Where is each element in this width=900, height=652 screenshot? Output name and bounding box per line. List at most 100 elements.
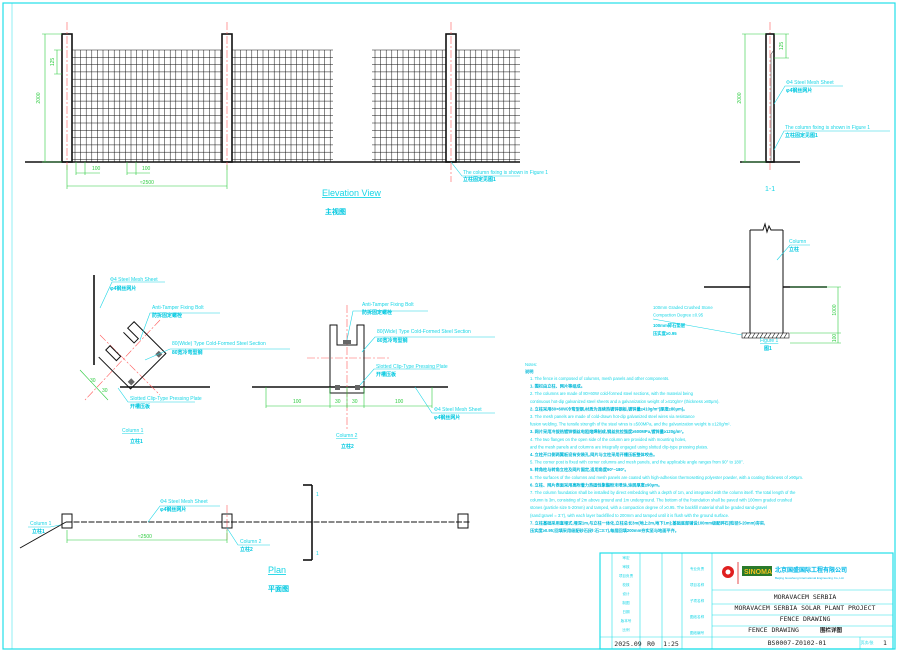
note-line: fusion welding. The tensile strength of … [530,422,731,427]
dim-span: ≈2500 [138,534,152,540]
sheet-label: 页次/张 [860,639,873,645]
dim: 30 [90,378,96,384]
mesh-label: Φ4 Steel Mesh Sheet [110,277,158,283]
mesh-label-cn: φ4钢丝网片 [434,414,460,421]
notes-title-cn: 说明 [525,368,533,375]
fence-post [765,33,775,163]
leader-line [139,312,220,341]
figure-title-cn: 图1 [764,345,772,352]
plate-label: Slotted Clip-Type Pressing Plate [376,364,448,370]
drawing-number: BS0007-Z0102-01 [768,639,827,647]
view-title: Elevation View [322,188,381,198]
fixing-label-cn: 立柱固定见图1 [785,132,818,139]
bolt-label: Anti-Tamper Fixing Bolt [362,302,414,308]
note-line: stones (particle size 5-20mm) and tamped… [530,505,767,510]
bolt [343,340,351,344]
base-label: 100mm Graded Crushed Stone [653,305,713,310]
drawing-name-cn: 围栏详图 [820,626,843,634]
dimension-line [75,162,150,175]
base-label-cn: 100mm碎石垫层 [653,322,686,329]
fixing-label: The column fixing is shown in Figure 1 [785,125,870,131]
dimension-line [54,49,62,75]
fixing-label: The column fixing is shown in Figure 1 [463,170,548,176]
client-name: MORAVACEM SERBIA [774,593,837,601]
title-block-label: 校核 [622,582,630,587]
scale: 1:25 [663,640,679,648]
steel-section [329,324,365,394]
plate-label-cn: 开槽压板 [376,371,397,378]
revision: R0 [647,640,655,648]
column [457,513,469,529]
view-title-cn: 主视图 [325,207,346,216]
title-block-label: 日期 [622,609,630,614]
note-line: 2. 立柱采用80×60W冷弯型钢,材质为连续热镀锌钢板,镀锌量≥410g/m²… [530,405,687,412]
corner-column [61,513,73,529]
leader-line [359,368,440,386]
note-line: continuous hot-dip galvanized steel shee… [530,399,720,404]
mesh-label: Φ4 Steel Mesh Sheet [160,499,208,505]
dimension-line [774,33,789,59]
note-line: 4. The two flanges on the open side of t… [530,437,686,442]
note-line: 3. 网片采用冷拔热镀锌钢丝电阻熔焊制成,钢丝抗拉强度≥500MPa,镀锌量≥1… [530,428,686,435]
mesh-line [19,521,67,549]
dim: 100 [293,399,302,405]
mesh-label: Φ4 Steel Mesh Sheet [434,407,482,413]
note-line: column is 3m, consisting of 2m above gro… [530,498,793,503]
dim: 100 [395,399,404,405]
section-label: 80(Wide) Type Cold-Formed Steel Section [172,341,266,347]
mesh-panels [72,49,520,162]
plate-label: Slotted Clip-Type Pressing Plate [130,396,202,402]
dim: 30 [335,399,341,405]
mesh-panel [372,49,446,162]
plate [335,385,340,390]
title-block-label: 设计 [622,591,630,596]
view-title: Plan [268,565,286,575]
mesh-panel [72,49,222,162]
leader-line [144,348,290,361]
title-block-label: 审核 [622,564,630,569]
title-block-label: 专业负责 [690,566,705,571]
logo-text: SINOMA [744,569,772,576]
leader-line [147,505,220,523]
title-block-label: 审定 [622,555,630,560]
note-line: 压实度≥0.95;回填采用级配砂石(砂:石=3:7),每层回填200mm夯实至与… [530,527,679,534]
section-1-1: 2000 125 Φ4 Steel Mesh Sheet φ4钢丝网片 The … [737,22,890,193]
column-2-label-cn: 立柱2 [240,546,253,553]
section-mark: 1 [316,492,319,498]
dimension-line [742,33,766,163]
dim-top: 125 [50,58,56,67]
note-line: 7. The column foundation shall be instal… [530,490,796,495]
base-label: Compaction Degree ≥0.95 [653,313,704,318]
dim-height: 2000 [36,92,42,103]
dim: 30 [102,388,108,394]
bolt-label-cn: 防拆固定螺栓 [152,312,182,319]
notes: Notes: 说明 1. The fence is composed of co… [525,362,803,534]
title-block-label: 项目负责 [619,573,634,578]
leader-line [99,281,165,309]
base-label-cn: 压实度≥0.95 [653,330,677,337]
detail-title-cn: 立柱2 [341,443,354,450]
leader-line [28,524,61,528]
dim-span: ≈2500 [140,180,154,186]
leader-line [773,85,843,105]
mesh-edge [770,49,775,162]
detail-title-cn: 立柱1 [130,438,143,445]
mesh-panel [232,49,333,162]
company-name-en: Beijing Guosheng International Engineeri… [775,576,844,580]
note-line: 1. The fence is composed of columns, mes… [530,376,669,381]
view-title-cn: 平面图 [268,584,289,593]
company-name-cn: 北京国盛国际工程有限公司 [775,566,847,574]
dimension-line [66,165,228,189]
dimension-line [790,286,841,344]
title-block-label: 图纸编号 [690,630,705,635]
centerline [99,334,161,396]
bolt-label: Anti-Tamper Fixing Bolt [152,305,204,311]
note-line: (sand:gravel = 3:7), with each layer bac… [530,513,729,518]
mesh-label: Φ4 Steel Mesh Sheet [786,80,834,86]
dim-top: 125 [779,42,785,51]
leader-line [226,527,270,546]
plate [355,385,360,390]
